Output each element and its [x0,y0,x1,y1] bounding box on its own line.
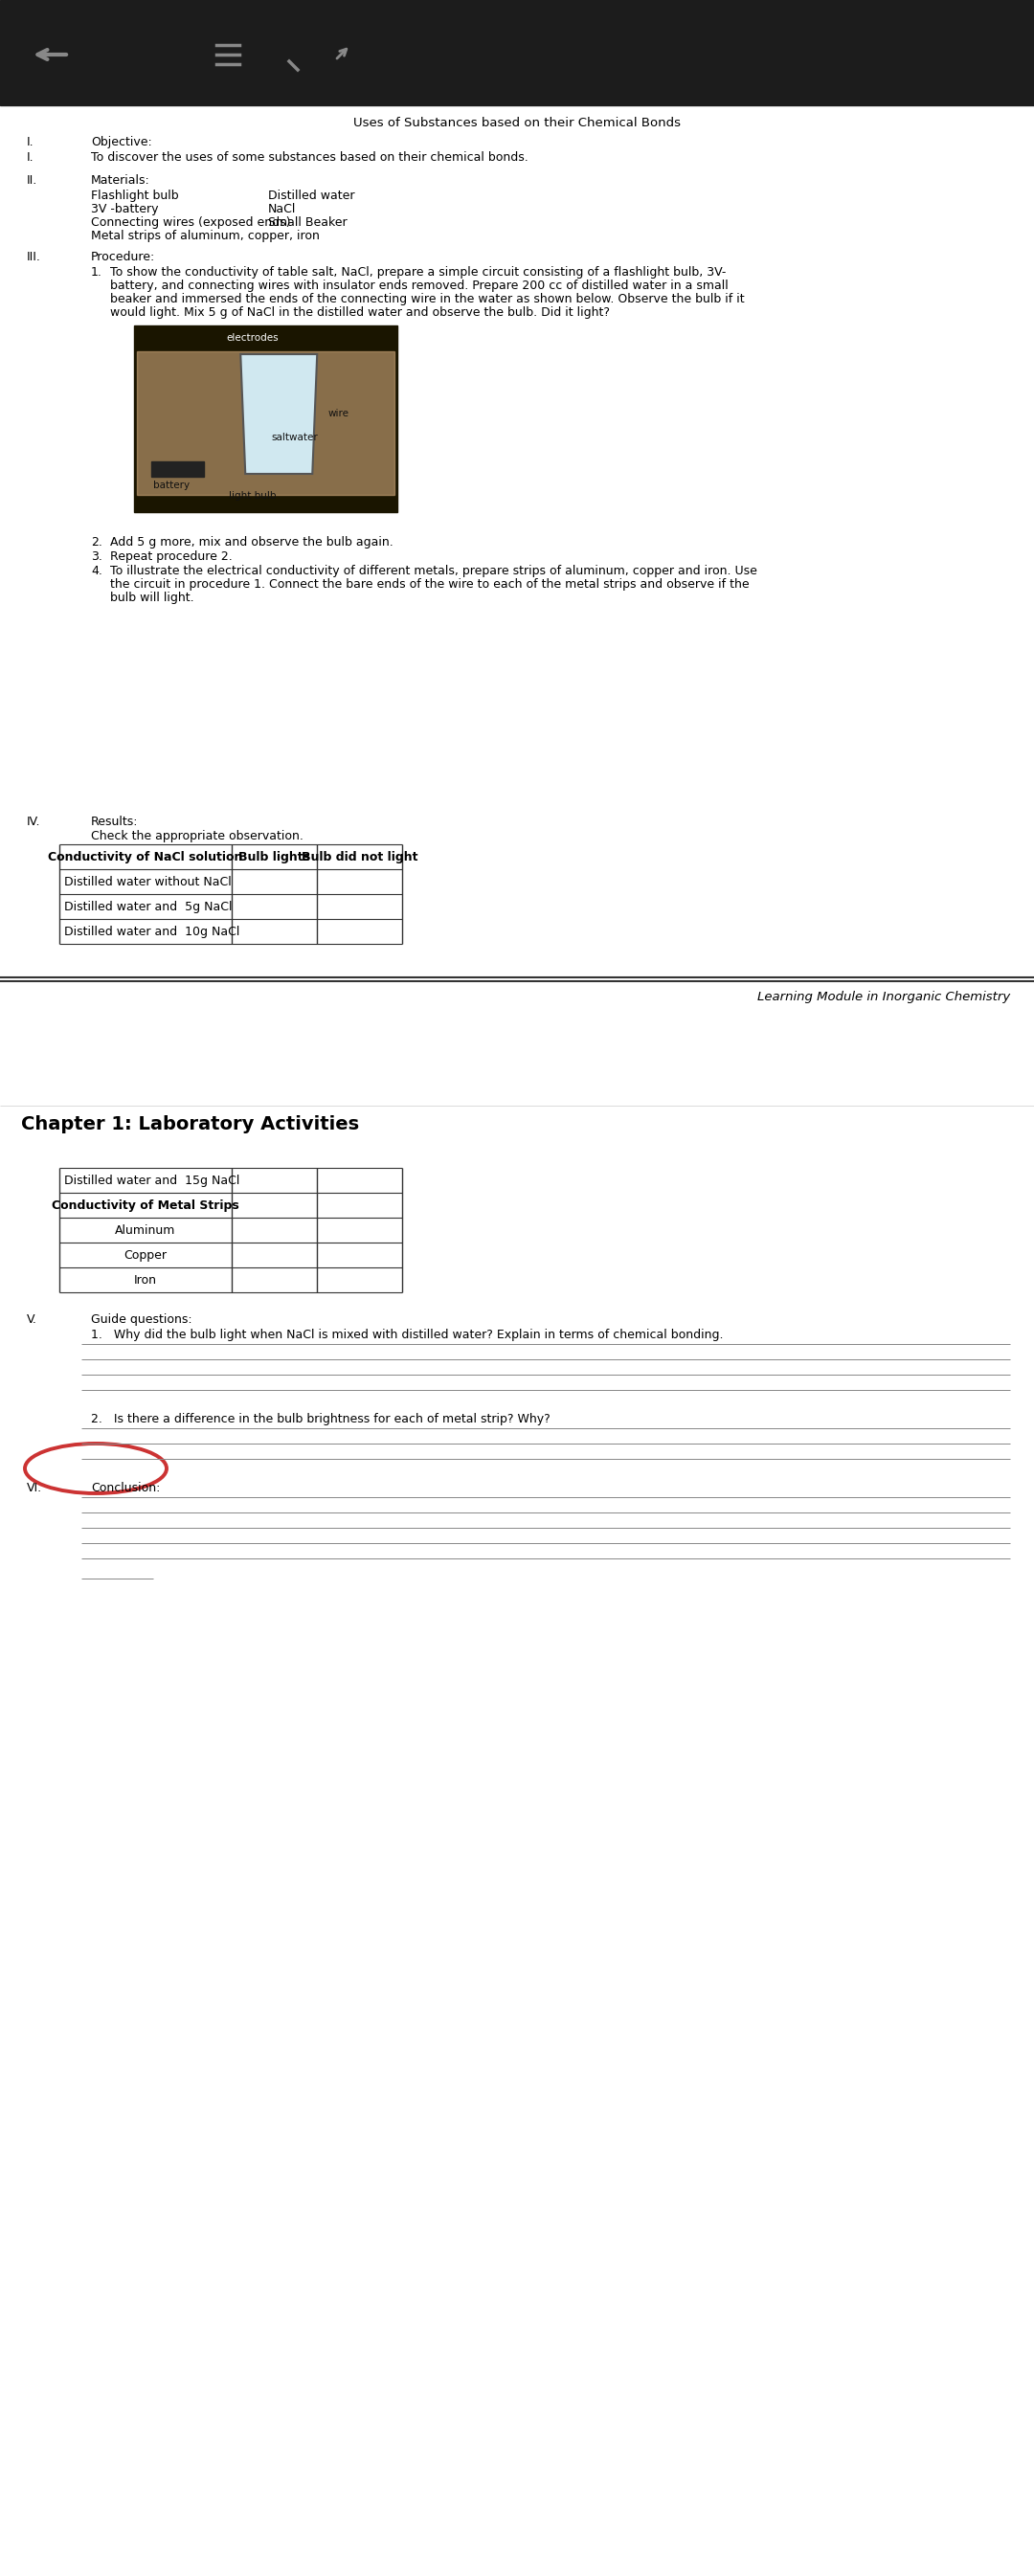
Text: Conductivity of Metal Strips: Conductivity of Metal Strips [52,1200,239,1211]
Text: To discover the uses of some substances based on their chemical bonds.: To discover the uses of some substances … [91,152,528,165]
Text: Distilled water and  15g NaCl: Distilled water and 15g NaCl [64,1175,240,1188]
Text: Procedure:: Procedure: [91,250,155,263]
Text: Flashlight bulb: Flashlight bulb [91,191,179,201]
Text: light bulb: light bulb [229,492,276,500]
Text: Results:: Results: [91,817,139,827]
Text: I.: I. [27,152,34,165]
Bar [0,0,1034,106]
Text: 2.: 2. [91,536,102,549]
Text: would light. Mix 5 g of NaCl in the distilled water and observe the bulb. Did it: would light. Mix 5 g of NaCl in the dist… [110,307,610,319]
Text: Distilled water: Distilled water [268,191,355,201]
Text: To show the conductivity of table salt, NaCl, prepare a simple circuit consistin: To show the conductivity of table salt, … [110,265,726,278]
Circle shape [388,52,392,54]
Circle shape [388,59,392,64]
Text: beaker and immersed the ends of the connecting wire in the water as shown below.: beaker and immersed the ends of the conn… [110,294,744,307]
Circle shape [388,41,392,46]
Text: battery: battery [153,482,189,489]
Text: 3.: 3. [91,551,102,564]
Text: III.: III. [27,250,41,263]
Text: Add 5 g more, mix and observe the bulb again.: Add 5 g more, mix and observe the bulb a… [110,536,393,549]
Text: the circuit in procedure 1. Connect the bare ends of the wire to each of the met: the circuit in procedure 1. Connect the … [110,577,750,590]
Text: Distilled water without NaCl: Distilled water without NaCl [64,876,232,889]
Text: saltwater: saltwater [271,433,317,443]
Text: 4.: 4. [91,564,102,577]
Text: battery, and connecting wires with insulator ends removed. Prepare 200 cc of dis: battery, and connecting wires with insul… [110,281,728,291]
Bar [134,325,397,513]
Bar [136,350,394,495]
Text: Check the appropriate observation.: Check the appropriate observation. [91,829,303,842]
Text: Repeat procedure 2.: Repeat procedure 2. [110,551,233,564]
Bar [151,461,204,477]
Text: Learning Module in Inorganic Chemistry: Learning Module in Inorganic Chemistry [757,992,1010,1002]
Text: Metal strips of aluminum, copper, iron: Metal strips of aluminum, copper, iron [91,229,320,242]
Text: Small Beaker: Small Beaker [268,216,347,229]
Text: 1.   Why did the bulb light when NaCl is mixed with distilled water? Explain in : 1. Why did the bulb light when NaCl is m… [91,1329,724,1342]
Text: V.: V. [27,1314,37,1327]
Text: Objective:: Objective: [91,137,152,149]
Text: Distilled water and  10g NaCl: Distilled water and 10g NaCl [64,925,240,938]
Text: Uses of Substances based on their Chemical Bonds: Uses of Substances based on their Chemic… [354,116,680,129]
Text: wire: wire [329,410,349,417]
Polygon shape [241,353,317,474]
Text: Connecting wires (exposed ends): Connecting wires (exposed ends) [91,216,291,229]
Text: IV.: IV. [27,817,40,827]
Text: Chapter 1: Laboratory Activities: Chapter 1: Laboratory Activities [21,1115,359,1133]
Text: To illustrate the electrical conductivity of different metals, prepare strips of: To illustrate the electrical conductivit… [110,564,757,577]
Text: Guide questions:: Guide questions: [91,1314,192,1327]
Text: Distilled water and  5g NaCl: Distilled water and 5g NaCl [64,902,233,914]
Text: Iron: Iron [134,1275,157,1285]
Text: 1.: 1. [91,265,102,278]
Text: 3V -battery: 3V -battery [91,204,158,216]
Text: VI.: VI. [27,1481,42,1494]
Text: II.: II. [27,175,37,185]
Text: I.: I. [27,137,34,149]
Text: bulb will light.: bulb will light. [110,592,194,603]
Text: Copper: Copper [124,1249,168,1262]
Text: Bulb did not light: Bulb did not light [301,850,418,863]
Text: 2.   Is there a difference in the bulb brightness for each of metal strip? Why?: 2. Is there a difference in the bulb bri… [91,1412,550,1425]
Text: electrodes: electrodes [226,332,279,343]
Text: Conclusion:: Conclusion: [91,1481,160,1494]
Text: Bulb lights: Bulb lights [239,850,310,863]
Text: Conductivity of NaCl solution: Conductivity of NaCl solution [49,850,243,863]
Text: Aluminum: Aluminum [115,1224,176,1236]
Text: Materials:: Materials: [91,175,150,185]
Text: NaCl: NaCl [268,204,296,216]
